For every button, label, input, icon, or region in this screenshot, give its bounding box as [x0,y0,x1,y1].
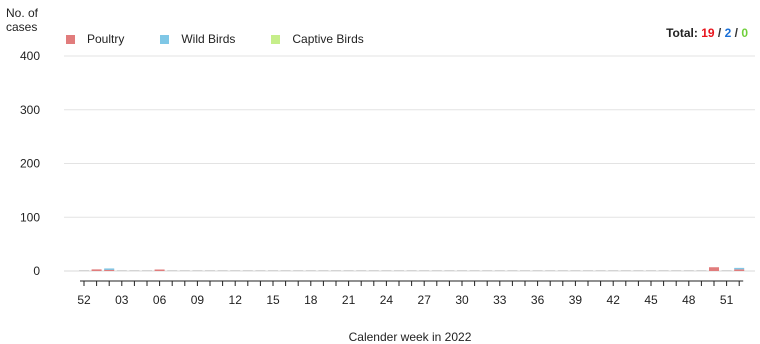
bar-baseline-week-12 [230,270,241,271]
y-tick-label-0: 0 [33,264,40,278]
x-tick-label-39: 39 [569,293,583,307]
bar-baseline-week-48 [683,270,694,271]
x-tick-label-24: 24 [380,293,394,307]
y-tick-label-300: 300 [20,103,40,117]
total-label: Total: [666,26,698,40]
x-tick-label-36: 36 [531,293,545,307]
x-tick-label-33: 33 [493,293,507,307]
bar-wild-birds-week-52 [734,267,745,270]
bar-baseline-week-34 [507,270,518,271]
x-tick-label-48: 48 [682,293,696,307]
bar-baseline-week-51 [721,270,732,271]
x-tick-label-51: 51 [720,293,734,307]
total-separator: / [731,26,742,40]
total-captive-birds: 0 [741,26,748,40]
bar-poultry-week-52 [734,269,745,271]
legend-label-wild-birds: Wild Birds [181,32,236,46]
bar-baseline-week-33 [494,270,505,271]
y-tick-label-100: 100 [20,210,40,224]
bar-baseline-week-10 [205,270,215,271]
bar-baseline-week-11 [217,270,228,271]
legend-label-captive-birds: Captive Birds [292,32,364,46]
legend-item-wild-birds[interactable]: Wild Birds [160,32,235,46]
bar-baseline-week-47 [671,270,682,271]
bar-baseline-week-31 [469,270,480,271]
total-separator: / [714,26,725,40]
bar-baseline-week-41 [595,270,606,271]
bar-baseline-week-4 [129,270,140,271]
legend-swatch-wild-birds [160,34,170,44]
bar-baseline-week-22 [356,270,367,271]
bar-baseline-week-23 [368,270,379,271]
total-poultry: 19 [701,26,715,40]
x-tick-label-06: 06 [153,293,167,307]
legend-swatch-captive-birds [271,34,281,44]
bar-baseline-week-3 [116,270,127,271]
x-tick-label-09: 09 [191,293,205,307]
bar-baseline-week-45 [646,270,656,271]
y-axis-label: No. of cases [6,6,39,34]
bar-baseline-week-26 [406,270,417,271]
bar-baseline-week-14 [255,270,266,271]
x-tick-label-15: 15 [266,293,280,307]
total-counts: Total: 19 / 2 / 0 [666,26,748,40]
x-tick-label-45: 45 [644,293,658,307]
x-tick-label-12: 12 [229,293,243,307]
bar-baseline-week-0 [79,270,89,271]
bar-baseline-week-5 [142,270,152,271]
bar-wild-birds-week-2 [104,268,115,270]
bar-poultry-week-2 [104,269,115,271]
bar-baseline-week-44 [633,270,644,271]
bar-baseline-week-21 [343,270,354,271]
bar-poultry-week-50 [709,267,719,271]
bar-poultry-week-1 [91,269,102,271]
bar-baseline-week-9 [192,270,203,271]
bar-baseline-week-28 [431,270,442,271]
x-tick-label-21: 21 [342,293,356,307]
bar-baseline-week-8 [179,270,190,271]
x-tick-label-42: 42 [607,293,621,307]
bar-baseline-week-15 [268,270,278,271]
bar-baseline-week-32 [482,270,493,271]
bar-baseline-week-46 [658,270,669,271]
bar-baseline-week-36 [532,270,543,271]
y-tick-label-400: 400 [20,49,40,63]
bar-baseline-week-40 [583,270,593,271]
bar-baseline-week-13 [242,270,253,271]
x-tick-label-27: 27 [418,293,432,307]
bar-baseline-week-30 [457,270,467,271]
bar-baseline-week-20 [331,270,341,271]
legend-item-poultry[interactable]: Poultry [66,32,124,46]
bar-baseline-week-37 [545,270,556,271]
bar-baseline-week-43 [620,270,631,271]
bar-baseline-week-7 [167,270,178,271]
x-tick-label-52: 52 [77,293,91,307]
legend-item-captive-birds[interactable]: Captive Birds [271,32,364,46]
bar-baseline-week-42 [608,270,619,271]
total-wild-birds: 2 [724,26,732,40]
x-tick-label-30: 30 [455,293,469,307]
legend: Poultry Wild Birds Captive Birds [66,32,400,46]
bar-baseline-week-16 [280,270,291,271]
x-axis-label: Calender week in 2022 [348,330,472,344]
legend-label-poultry: Poultry [87,32,125,46]
x-tick-label-03: 03 [115,293,129,307]
bar-baseline-week-18 [305,270,316,271]
bar-poultry-week-6 [154,269,165,271]
bar-baseline-week-49 [696,270,707,271]
bar-baseline-week-25 [394,270,404,271]
bar-baseline-week-19 [318,270,329,271]
bar-baseline-week-17 [293,270,304,271]
bar-baseline-week-35 [520,270,530,271]
bar-baseline-week-39 [570,270,581,271]
legend-swatch-poultry [66,34,75,44]
bar-baseline-week-27 [419,270,430,271]
y-tick-label-200: 200 [20,157,40,171]
x-tick-label-18: 18 [304,293,318,307]
bar-baseline-week-29 [444,270,455,271]
bar-baseline-week-38 [557,270,568,271]
bar-baseline-week-24 [381,270,392,271]
